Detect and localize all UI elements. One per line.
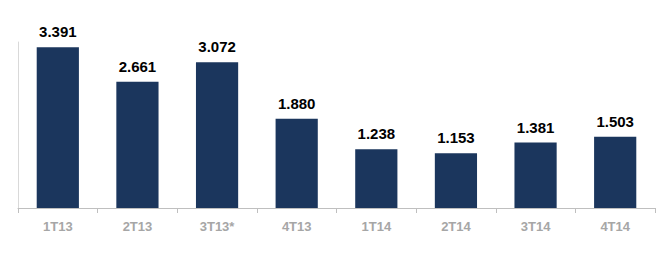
svg-text:2T14: 2T14	[441, 219, 471, 234]
svg-text:3T14: 3T14	[521, 219, 551, 234]
svg-text:3T13*: 3T13*	[200, 219, 236, 234]
svg-text:4T13: 4T13	[282, 219, 312, 234]
svg-text:1T13: 1T13	[43, 219, 73, 234]
svg-text:3.391: 3.391	[39, 23, 77, 40]
svg-text:1.503: 1.503	[596, 113, 634, 130]
svg-text:3.072: 3.072	[198, 38, 236, 55]
svg-text:4T14: 4T14	[600, 219, 630, 234]
svg-text:1.238: 1.238	[358, 125, 396, 142]
svg-text:1.153: 1.153	[437, 129, 475, 146]
svg-text:1.381: 1.381	[517, 119, 555, 136]
svg-text:1.880: 1.880	[278, 95, 316, 112]
svg-text:1T14: 1T14	[361, 219, 391, 234]
svg-text:2.661: 2.661	[119, 58, 157, 75]
svg-text:2T13: 2T13	[123, 219, 153, 234]
